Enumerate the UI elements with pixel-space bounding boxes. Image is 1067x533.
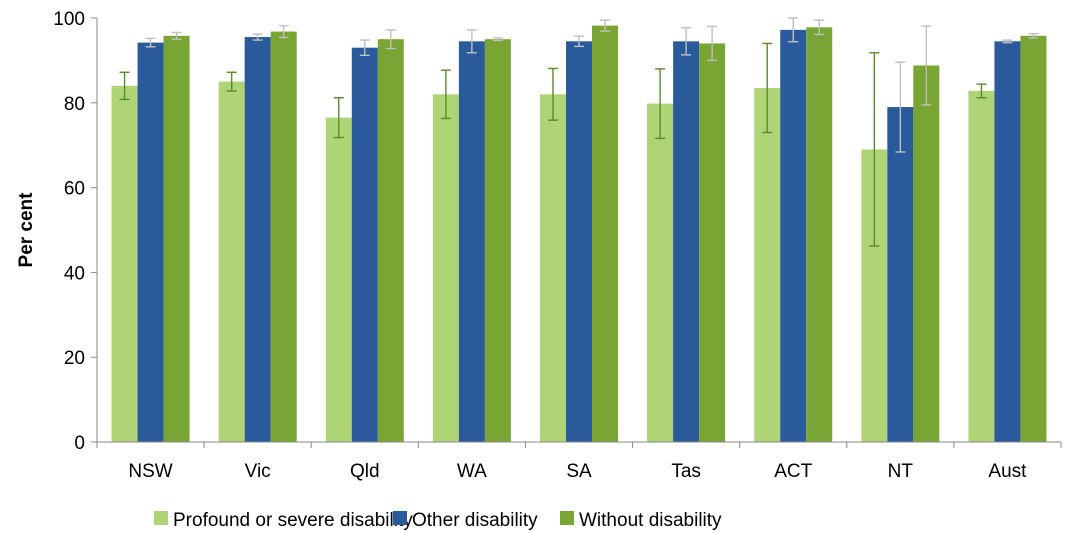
bar-nsw-series-3 [163,35,190,443]
legend-swatch-2 [393,511,407,525]
bar-qld-series-2 [351,47,378,443]
y-tick-label-20: 20 [64,348,85,369]
y-tick-label-100: 100 [53,9,85,30]
bar-wa-series-2 [458,41,485,442]
x-tick-label-sa: SA [566,461,592,482]
bar-nsw-series-2 [137,42,164,443]
bar-qld-series-3 [377,39,404,442]
x-tick-label-qld: Qld [350,461,380,482]
legend-label-1: Profound or severe disability [173,510,413,531]
y-axis-label: Per cent [16,192,37,268]
bar-sa-series-1 [540,94,566,442]
bar-act-series-1 [754,87,781,443]
bar-aust-series-1 [968,90,995,443]
bar-tas-series-1 [647,103,674,443]
bar-tas-series-2 [673,41,700,442]
legend-swatch-1 [154,511,168,525]
bar-sa-series-3 [592,25,618,442]
legend-label-3: Without disability [579,510,722,531]
bar-act-series-2 [780,29,807,443]
x-tick-label-nsw: NSW [128,461,172,482]
bar-vic-series-1 [218,81,245,442]
bar-qld-series-1 [325,117,352,442]
bar-nsw-series-1 [111,85,138,442]
y-tick-label-0: 0 [74,433,85,454]
bar-aust-series-2 [994,41,1021,442]
bar-act-series-3 [806,27,833,443]
legend-swatch-3 [560,511,574,525]
bar-wa-series-3 [484,39,511,442]
bar-wa-series-1 [432,94,459,442]
x-tick-label-aust: Aust [988,461,1027,482]
y-tick-label-60: 60 [64,179,85,200]
bar-sa-series-2 [566,41,592,442]
bar-tas-series-3 [699,43,726,442]
x-tick-label-act: ACT [774,461,812,482]
bar-aust-series-3 [1020,35,1047,443]
x-tick-label-nt: NT [888,461,914,482]
x-tick-label-wa: WA [457,461,487,482]
y-tick-label-40: 40 [64,263,85,284]
y-tick-label-80: 80 [64,94,85,115]
bar-nt-series-3 [913,65,940,443]
bar-vic-series-3 [270,31,297,442]
x-tick-label-vic: Vic [245,461,271,482]
bar-nt-series-2 [887,107,914,442]
x-tick-label-tas: Tas [671,461,701,482]
bar-vic-series-2 [244,37,271,442]
legend-label-2: Other disability [412,510,538,531]
